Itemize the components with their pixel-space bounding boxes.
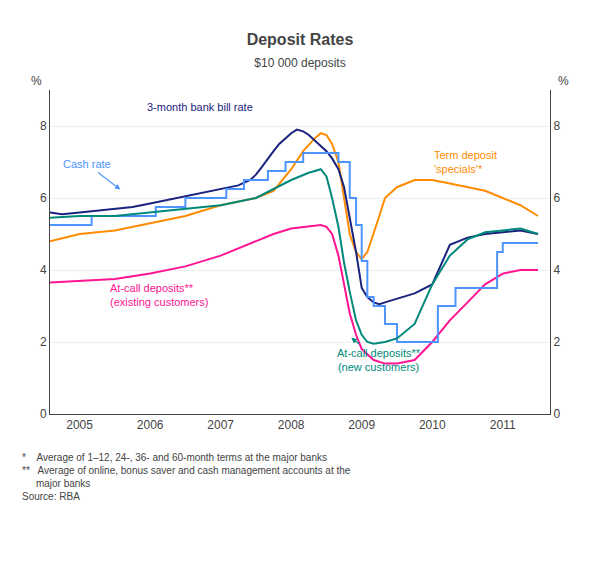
svg-text:3-month bank bill rate: 3-month bank bill rate [147, 101, 253, 113]
svg-text:2006: 2006 [137, 418, 164, 432]
svg-text:At-call deposits**(existing cu: At-call deposits**(existing customers) [110, 282, 208, 308]
svg-text:Cash rate: Cash rate [63, 158, 111, 170]
svg-text:%: % [558, 74, 569, 88]
svg-text:At-call deposits**(new custome: At-call deposits**(new customers) [337, 347, 421, 373]
svg-text:Deposit Rates: Deposit Rates [247, 31, 354, 48]
svg-text:%: % [31, 74, 42, 88]
svg-text:2011: 2011 [490, 418, 516, 432]
svg-text:8: 8 [40, 119, 47, 133]
svg-text:8: 8 [553, 119, 560, 133]
svg-text:2005: 2005 [66, 418, 93, 432]
svg-text:Term deposit'specials'*: Term deposit'specials'* [434, 149, 497, 175]
svg-text:2: 2 [553, 335, 560, 349]
svg-text:4: 4 [553, 263, 560, 277]
svg-text:6: 6 [40, 191, 47, 205]
svg-text:* Average of 1–12, 24-, 36-: * Average of 1–12, 24-, 36- and 60-month… [22, 452, 351, 502]
svg-text:2007: 2007 [207, 418, 234, 432]
svg-text:$10 000 deposits: $10 000 deposits [254, 56, 345, 70]
svg-text:4: 4 [40, 263, 47, 277]
svg-text:2: 2 [40, 335, 47, 349]
svg-text:6: 6 [553, 191, 560, 205]
svg-text:2010: 2010 [419, 418, 446, 432]
svg-text:0: 0 [553, 407, 560, 421]
svg-text:0: 0 [40, 407, 47, 421]
svg-text:2009: 2009 [348, 418, 375, 432]
svg-text:2008: 2008 [278, 418, 305, 432]
